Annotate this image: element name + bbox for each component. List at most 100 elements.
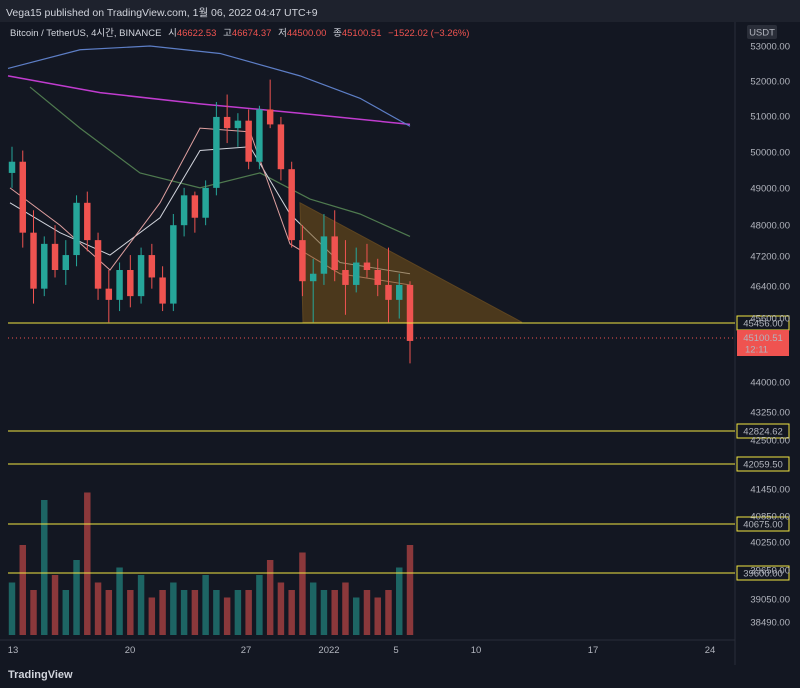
- level-badge: [736, 516, 790, 532]
- candle-body: [137, 255, 145, 297]
- price-tick-label: 46400.00: [750, 282, 790, 293]
- price-tick-label: 38490.00: [750, 618, 790, 629]
- volume-bar: [202, 575, 209, 635]
- candle-body: [127, 270, 134, 297]
- time-axis[interactable]: 13 20 27 2022 5 10 17 24: [8, 645, 716, 656]
- volume-bar: [148, 597, 156, 635]
- price-tick-label: 48000.00: [750, 221, 790, 232]
- volume-bar: [51, 575, 59, 635]
- volume-bar: [62, 590, 70, 635]
- open-label: 시: [168, 28, 177, 39]
- candle-body: [309, 273, 317, 282]
- horizontal-levels[interactable]: 45456.00 42824.62 42059.50 40675.00 39600.00: [8, 315, 790, 581]
- price-tick-label: 51000.00: [750, 112, 790, 123]
- volume-bar: [223, 597, 231, 635]
- volume-bar: [363, 590, 371, 635]
- time-tick-label: 5: [393, 645, 398, 656]
- price-tick-label: 50000.00: [750, 148, 790, 159]
- volume-bar: [116, 567, 123, 635]
- candle-body: [30, 232, 37, 289]
- volume-bar: [245, 590, 252, 635]
- current-price-value: 45100.51: [743, 333, 783, 344]
- publisher-bar: Vega15 published on TradingView.com, 1월 …: [0, 0, 800, 22]
- volume-bar: [385, 590, 392, 635]
- candle-body: [245, 120, 252, 162]
- candle-body: [288, 169, 295, 241]
- volume-bar: [256, 575, 263, 635]
- volume-bar: [73, 560, 80, 635]
- price-tick-label: 42500.00: [750, 436, 790, 447]
- volume-bar: [127, 590, 134, 635]
- volume-bar: [331, 590, 338, 635]
- level-badge: [736, 423, 790, 439]
- tradingview-logo[interactable]: TradingView: [8, 669, 73, 681]
- candle-body: [159, 277, 166, 304]
- candle-body: [256, 109, 263, 162]
- candle-body: [73, 202, 80, 256]
- close-label: 종: [333, 28, 342, 39]
- currency-badge[interactable]: [747, 25, 777, 39]
- candle-body: [396, 284, 403, 300]
- volume-bar: [8, 582, 16, 635]
- footer: TradingView: [0, 665, 800, 688]
- candle-body: [191, 195, 199, 218]
- level-label: 42059.50: [743, 460, 783, 471]
- volume-bar: [320, 590, 328, 635]
- open-value: 46622.53: [177, 28, 217, 39]
- candle-body: [299, 240, 306, 282]
- level-label: 39600.00: [743, 569, 783, 580]
- volume-bar: [191, 590, 199, 635]
- candle-body: [202, 187, 209, 218]
- candle-body: [277, 124, 285, 170]
- time-tick-label: 27: [241, 645, 252, 656]
- level-label: 42824.62: [743, 427, 783, 438]
- volume-bar: [396, 567, 403, 635]
- volume-bars: [8, 492, 414, 635]
- high-value: 46674.37: [232, 28, 272, 39]
- symbol-title: Bitcoin / TetherUS, 4시간, BINANCE: [10, 28, 161, 39]
- level-badge: [736, 456, 790, 472]
- price-tick-label: 39050.00: [750, 595, 790, 606]
- volume-bar: [30, 590, 37, 635]
- close-value: 45100.51: [342, 28, 382, 39]
- candle-body: [51, 243, 59, 270]
- high-label: 고: [223, 28, 232, 39]
- price-tick-label: 40850.00: [750, 512, 790, 523]
- candle-body: [374, 270, 381, 285]
- price-tick-label: 45600.00: [750, 314, 790, 325]
- volume-bar: [213, 590, 220, 635]
- price-tick-label: 53000.00: [750, 42, 790, 53]
- volume-bar: [309, 582, 317, 635]
- volume-bar: [180, 590, 188, 635]
- candle-body: [363, 262, 371, 270]
- ma-green-line: [29, 86, 411, 237]
- chart-legend: Bitcoin / TetherUS, 4시간, BINANCE 시46622.…: [10, 28, 469, 39]
- level-label: 45456.00: [743, 319, 783, 330]
- candle-body: [234, 120, 242, 129]
- ma-magenta-line: [7, 75, 411, 126]
- price-chart[interactable]: Bitcoin / TetherUS, 4시간, BINANCE 시46622.…: [0, 22, 800, 665]
- volume-bar: [266, 560, 274, 635]
- volume-bar: [342, 582, 349, 635]
- candle-body: [331, 236, 338, 270]
- candle-body: [352, 262, 360, 285]
- candle-body: [170, 225, 177, 304]
- low-label: 저: [278, 28, 287, 39]
- change-value: −1522.02 (−3.26%): [388, 28, 469, 39]
- candle-body: [148, 255, 156, 278]
- volume-bar: [299, 552, 306, 635]
- volume-bar: [105, 590, 113, 635]
- candle-body: [385, 284, 392, 300]
- price-tick-label: 40250.00: [750, 538, 790, 549]
- candle-body: [266, 109, 274, 125]
- time-tick-label: 2022: [318, 645, 339, 656]
- price-axis[interactable]: 53000.00 52000.00 51000.00 50000.00 49000.00…: [750, 42, 790, 629]
- price-tick-label: 39650.00: [750, 566, 790, 577]
- ma-blue-line: [7, 45, 411, 127]
- volume-bar: [19, 545, 26, 635]
- price-tick-label: 49000.00: [750, 184, 790, 195]
- volume-bar: [94, 582, 102, 635]
- publisher-line: Vega15 published on TradingView.com, 1월 …: [6, 7, 318, 19]
- low-value: 44500.00: [287, 28, 327, 39]
- level-badge: [736, 565, 790, 581]
